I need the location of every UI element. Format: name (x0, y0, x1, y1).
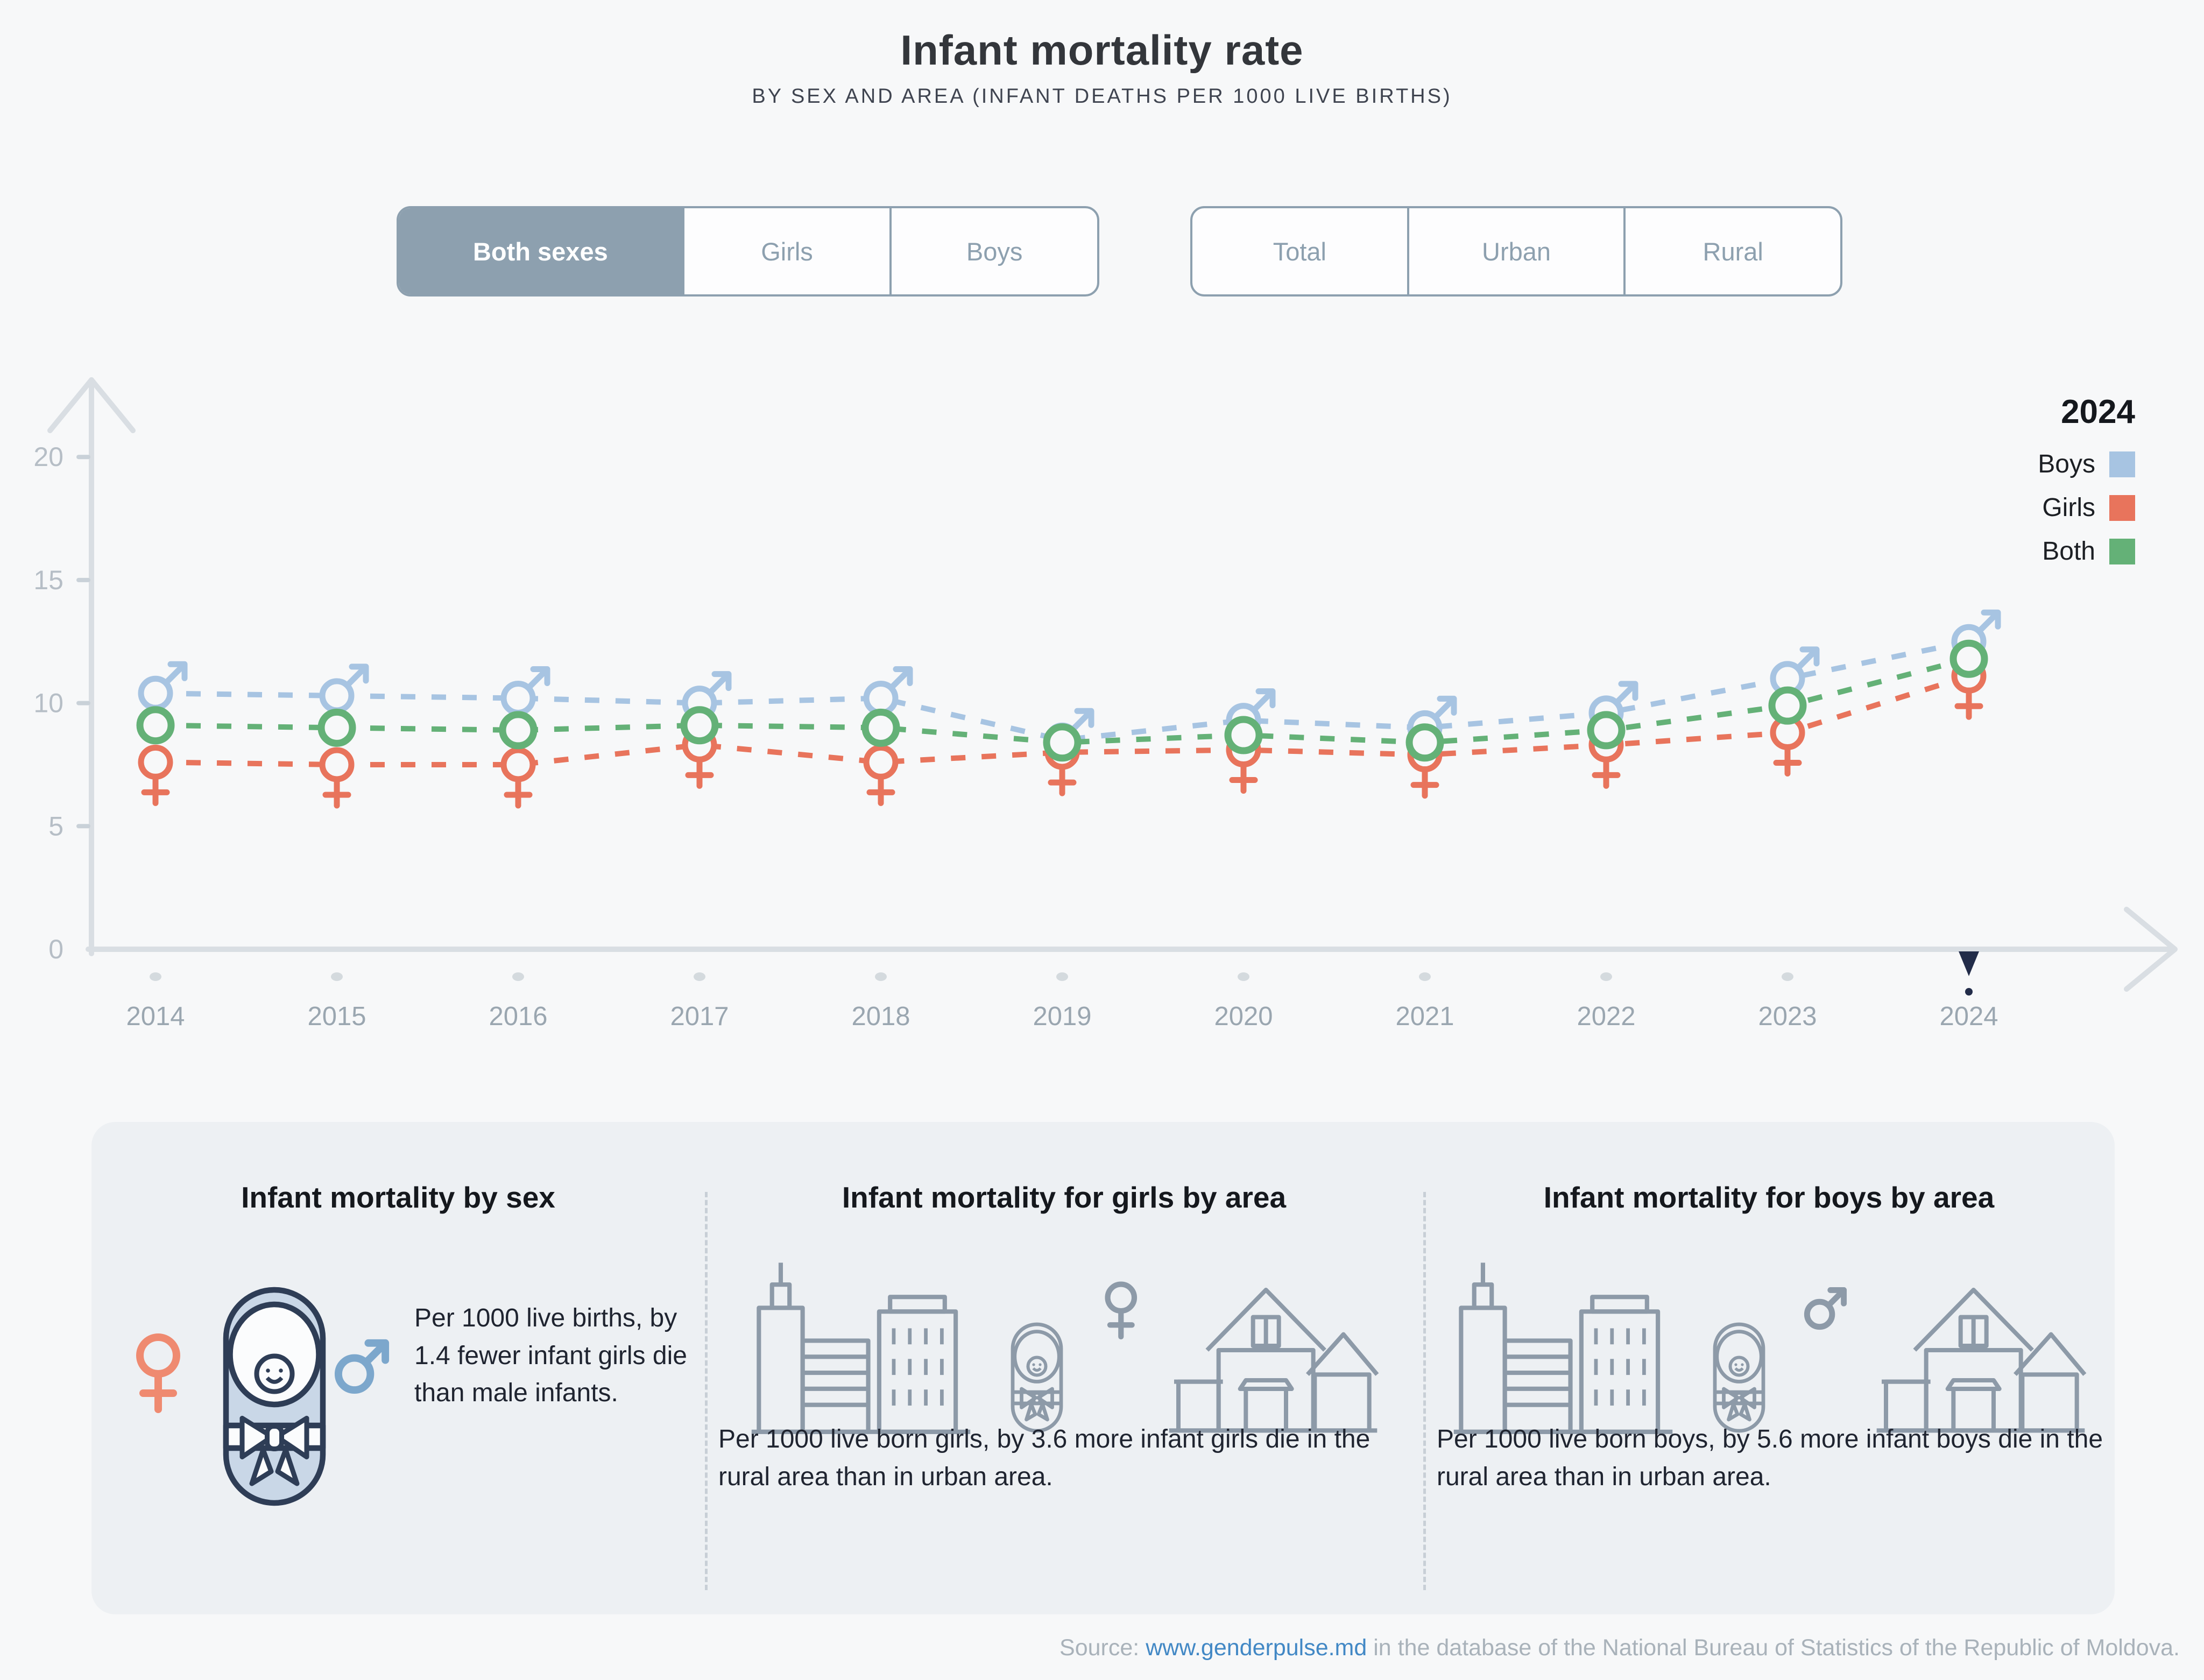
sex-filter-girls[interactable]: Girls (682, 208, 890, 294)
axes (47, 377, 2178, 992)
info-cards-panel: Infant mortality by sex (91, 1122, 2115, 1614)
y-tick-label: 5 (48, 811, 63, 841)
legend-label: Boys (2038, 450, 2095, 478)
y-tick-label: 0 (48, 934, 63, 964)
year-label-2021[interactable]: 2021 (1395, 1002, 1454, 1031)
y-tick-label: 15 (33, 565, 63, 595)
card-text: Per 1000 live births, by 1.4 fewer infan… (414, 1304, 687, 1408)
legend-swatch (2109, 538, 2135, 564)
swaddled-baby-icon (1713, 1322, 1765, 1433)
legend-swatch (2109, 495, 2135, 521)
card-mortality-by-sex: Infant mortality by sex (91, 1122, 705, 1614)
card-title: Infant mortality by sex (241, 1181, 555, 1214)
year-label-2015[interactable]: 2015 (307, 1002, 366, 1031)
source-line: Source: www.genderpulse.md in the databa… (1059, 1635, 2180, 1661)
legend-entry-boys: Boys (2038, 449, 2135, 479)
area-filter-urban[interactable]: Urban (1407, 208, 1624, 294)
timeline-cursor[interactable] (1959, 951, 1979, 996)
male-icon (334, 1339, 390, 1394)
series-line-girls (155, 673, 1970, 767)
x-tick-dot (1600, 972, 1612, 981)
x-tick-dot (1782, 972, 1793, 981)
baby-with-sex-symbols-icon (129, 1283, 409, 1563)
source-suffix: in the database of the National Bureau o… (1367, 1635, 2180, 1661)
sex-filter-group: Both sexes Girls Boys (397, 206, 1099, 297)
sex-filter-both-sexes[interactable]: Both sexes (399, 208, 682, 294)
year-label-2019[interactable]: 2019 (1033, 1002, 1091, 1031)
year-label-2024[interactable]: 2024 (1939, 1002, 1998, 1031)
card-title: Infant mortality for boys by area (1543, 1181, 1995, 1214)
card-boys-by-area: Infant mortality for boys by area (1423, 1122, 2115, 1614)
chart-canvas: 0 5 10 15 20 2014 2015 2016 2017 2018 2019 2020 2021… (33, 377, 2178, 1031)
year-label-2023[interactable]: 2023 (1758, 1002, 1817, 1031)
swaddled-baby-icon (1011, 1322, 1063, 1433)
city-buildings-icon (751, 1262, 970, 1434)
legend-year-label: 2024 (2061, 393, 2135, 430)
urban-baby-rural-icons (1423, 1257, 2115, 1439)
urban-baby-rural-icons (705, 1257, 1423, 1439)
card-text: Per 1000 live born girls, by 3.6 more in… (718, 1425, 1371, 1491)
x-tick-dot (875, 972, 887, 981)
series-line-both (155, 656, 1970, 745)
x-tick-dot (512, 972, 524, 981)
female-icon (1104, 1281, 1137, 1340)
x-tick-dot (694, 972, 705, 981)
female-icon (136, 1333, 180, 1413)
card-divider (705, 1192, 708, 1590)
year-label-2014[interactable]: 2014 (126, 1002, 185, 1031)
rural-house-icon (1876, 1288, 2086, 1433)
year-label-2016[interactable]: 2016 (489, 1002, 547, 1031)
x-tick-dot (331, 972, 343, 981)
card-girls-by-area: Infant mortality for girls by area (705, 1122, 1423, 1614)
card-text: Per 1000 live born boys, by 5.6 more inf… (1437, 1425, 2103, 1491)
series-markers-both (136, 639, 1988, 762)
area-filter-rural[interactable]: Rural (1623, 208, 1840, 294)
source-link[interactable]: www.genderpulse.md (1146, 1635, 1367, 1661)
x-tick-dot (1056, 972, 1068, 981)
area-filter-group: Total Urban Rural (1190, 206, 1842, 297)
page-subtitle: BY SEX AND AREA (INFANT DEATHS PER 1000 … (752, 85, 1452, 108)
area-filter-total[interactable]: Total (1273, 237, 1326, 266)
legend-label: Both (2042, 537, 2095, 566)
city-buildings-icon (1453, 1262, 1672, 1434)
card-divider (1423, 1192, 1426, 1590)
series-markers-girls (138, 658, 1987, 809)
x-tick-dot (150, 972, 161, 981)
x-tick-dot (1238, 972, 1249, 981)
y-tick-label: 10 (33, 688, 63, 718)
x-tick-dot (1419, 972, 1431, 981)
y-tick-label: 20 (33, 442, 63, 472)
legend-swatch (2109, 451, 2135, 477)
chart-legend: 2024 Boys Girls Both (2038, 393, 2135, 580)
legend-entry-both: Both (2038, 537, 2135, 566)
male-icon (1804, 1287, 1847, 1330)
swaddled-baby-icon (223, 1287, 326, 1506)
year-label-2020[interactable]: 2020 (1214, 1002, 1273, 1031)
rural-house-icon (1169, 1288, 1379, 1433)
source-prefix: Source: (1059, 1635, 1146, 1661)
year-label-2018[interactable]: 2018 (851, 1002, 910, 1031)
year-label-2017[interactable]: 2017 (670, 1002, 729, 1031)
card-title: Infant mortality for girls by area (842, 1181, 1287, 1214)
page-title: Infant mortality rate (900, 26, 1304, 74)
legend-entry-girls: Girls (2038, 493, 2135, 523)
sex-filter-boys[interactable]: Boys (889, 208, 1097, 294)
year-label-2022[interactable]: 2022 (1577, 1002, 1635, 1031)
legend-label: Girls (2042, 493, 2095, 522)
